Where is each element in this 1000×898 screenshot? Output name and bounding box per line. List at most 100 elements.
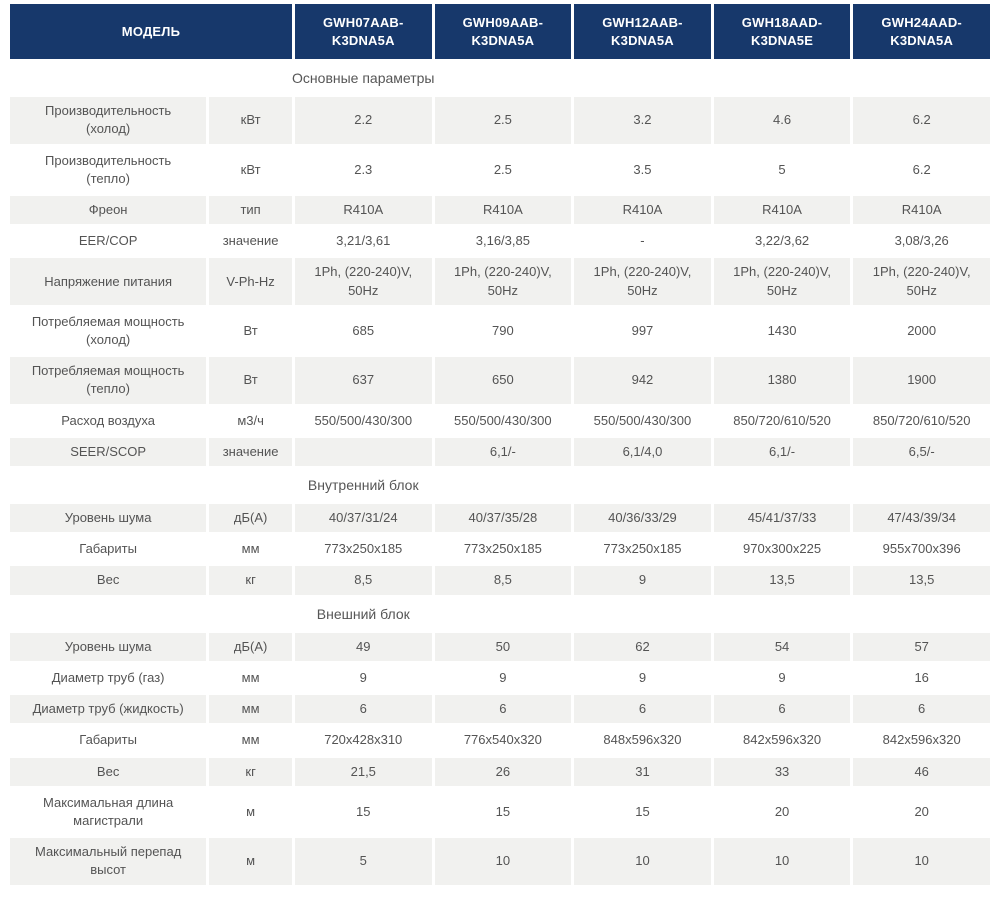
param-cell: Напряжение питания [10,258,207,305]
value-cell: 1Ph, (220-240)V, 50Hz [853,258,990,305]
unit-cell: мм [209,664,292,693]
value-cell: 1380 [713,357,851,404]
param-cell: Вес [10,757,207,786]
value-cell: 848x596x320 [574,726,711,755]
table-row: Диаметр труб (газ) мм 9 9 9 9 16 [10,664,990,693]
value-cell: 50 [434,632,572,662]
section-row-spacer [209,62,292,95]
unit-cell: кг [209,566,292,595]
value-cell: 2.2 [294,97,432,144]
value-cell: 2.3 [294,146,432,194]
value-cell: 6,5/- [853,437,990,466]
value-cell: 40/37/35/28 [434,504,572,533]
unit-cell: м [209,788,292,836]
value-cell: 1Ph, (220-240)V, 50Hz [713,258,851,305]
value-cell: 6.2 [853,97,990,144]
section-row-spacer [853,597,990,630]
value-cell: 842x596x320 [853,726,990,755]
param-cell: Максимальный перепад высот [10,838,207,885]
value-cell: 4.6 [713,97,851,144]
unit-cell: кг [209,757,292,786]
table-row: SEER/SCOP значение 6,1/- 6,1/4,0 6,1/- 6,5/- [10,437,990,466]
value-cell: 62 [574,632,711,662]
section-row-spacer [574,597,711,630]
param-cell: Габариты [10,726,207,755]
value-cell: 49 [294,632,432,662]
section-row-spacer [713,62,851,95]
value-cell: R410A [853,196,990,225]
value-cell: 6 [434,695,572,724]
unit-cell: тип [209,196,292,225]
value-cell: 20 [853,788,990,836]
table-row: Производительность (холод) кВт 2.2 2.5 3.2 4.… [10,97,990,144]
section-row-spacer [574,468,711,502]
value-cell [294,437,432,466]
value-cell: 10 [853,838,990,885]
section-title: Внешний блок [316,605,410,622]
table-row: Максимальный перепад высот м 5 10 10 10 10 [10,838,990,885]
param-cell: EER/COP [10,227,207,256]
value-cell: 3.5 [574,146,711,194]
unit-cell: кВт [209,97,292,144]
value-cell: 1Ph, (220-240)V, 50Hz [294,258,432,305]
value-cell: 40/37/31/24 [294,504,432,533]
unit-cell: Вт [209,357,292,404]
section-row-spacer [434,597,572,630]
section-row-spacer [209,597,292,630]
value-cell: 45/41/37/33 [713,504,851,533]
value-cell: 6,1/- [434,437,572,466]
value-cell: 13,5 [713,566,851,595]
value-cell: 997 [574,307,711,355]
value-cell: 6,1/4,0 [574,437,711,466]
table-row: Уровень шума дБ(А) 40/37/31/24 40/37/35/28 4… [10,504,990,533]
model-name-label: GWH12AAB-K3DNA5A [602,15,683,48]
value-cell: 6 [853,695,990,724]
section-header-row: Внешний блок [10,597,990,630]
value-cell: 550/500/430/300 [294,406,432,435]
unit-cell: значение [209,227,292,256]
param-cell: Расход воздуха [10,406,207,435]
section-row-spacer [10,62,207,95]
param-cell: Диаметр труб (газ) [10,664,207,693]
value-cell: 842x596x320 [713,726,851,755]
value-cell: 6 [574,695,711,724]
value-cell: 637 [294,357,432,404]
value-cell: 6 [294,695,432,724]
model-header: GWH09AAB-K3DNA5A [434,4,572,60]
value-cell: 3,22/3,62 [713,227,851,256]
section-row-spacer [713,468,851,502]
value-cell: 6 [713,695,851,724]
section-row-spacer [853,468,990,502]
value-cell: 8,5 [434,566,572,595]
model-header: GWH18AAD-K3DNA5E [713,4,851,60]
value-cell: 31 [574,757,711,786]
param-cell: Уровень шума [10,632,207,662]
table-row: Расход воздуха м3/ч 550/500/430/300 550/500… [10,406,990,435]
section-row-spacer [209,468,292,502]
unit-cell: мм [209,535,292,564]
model-name-label: GWH09AAB-K3DNA5A [462,15,544,48]
table-row: Потребляемая мощность (тепло) Вт 637 650 942… [10,357,990,404]
value-cell: 720x428x310 [294,726,432,755]
table-row: Производительность (тепло) кВт 2.3 2.5 3.5 5 6… [10,146,990,194]
table-row: Уровень шума дБ(А) 49 50 62 54 57 [10,632,990,662]
value-cell: 57 [853,632,990,662]
section-row-spacer [574,62,711,95]
value-cell: 5 [294,838,432,885]
value-cell: 2000 [853,307,990,355]
value-cell: 3,21/3,61 [294,227,432,256]
value-cell: 21,5 [294,757,432,786]
value-cell: 2.5 [434,146,572,194]
value-cell: 33 [713,757,851,786]
value-cell: 1430 [713,307,851,355]
unit-cell: Вт [209,307,292,355]
value-cell: 9 [574,664,711,693]
value-cell: 26 [434,757,572,786]
value-cell: 9 [434,664,572,693]
section-title: Основные параметры [292,70,435,87]
model-name-label: GWH24AAD-K3DNA5A [881,15,962,48]
model-header: GWH12AAB-K3DNA5A [574,4,711,60]
value-cell: 9 [294,664,432,693]
table-row: Габариты мм 720x428x310 776x540x320 848x596x… [10,726,990,755]
section-header-row: Внутренний блок [10,468,990,502]
